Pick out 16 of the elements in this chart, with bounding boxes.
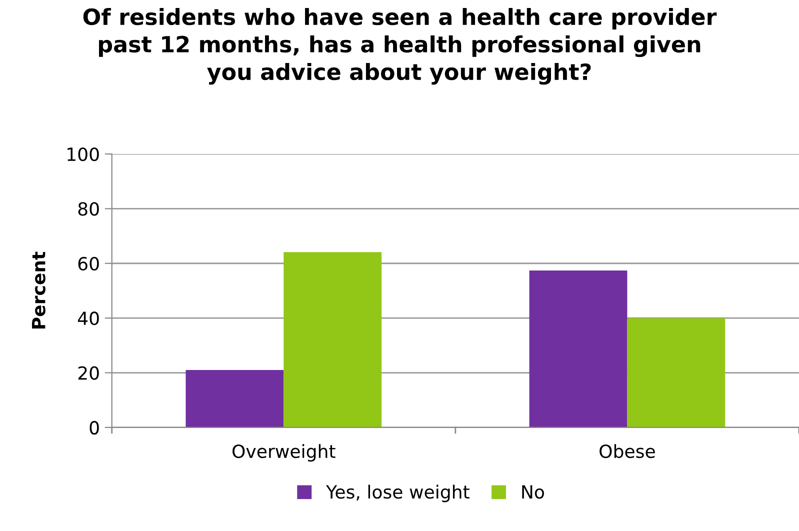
bar	[627, 318, 726, 428]
bar	[284, 252, 382, 428]
x-tick-label: Overweight	[232, 444, 336, 462]
legend-label: Yes, lose weight	[326, 484, 470, 502]
y-tick-label: 60	[78, 256, 99, 270]
chart-title: Of residents who have seen a health care provider past 12 months, has a health professional given you advice about your weight?	[83, 8, 717, 85]
bar	[186, 370, 284, 428]
legend-label: No	[522, 485, 544, 499]
y-tick-label: 80	[78, 202, 99, 216]
y-tick-label: 100	[68, 147, 99, 162]
y-tick-label: 40	[78, 312, 99, 326]
y-tick-label: 20	[78, 366, 99, 380]
y-tick-label: 0	[90, 420, 99, 435]
x-tick-label: Obese	[600, 444, 655, 458]
y-axis-title: Percent	[32, 252, 46, 328]
bar	[529, 270, 628, 428]
